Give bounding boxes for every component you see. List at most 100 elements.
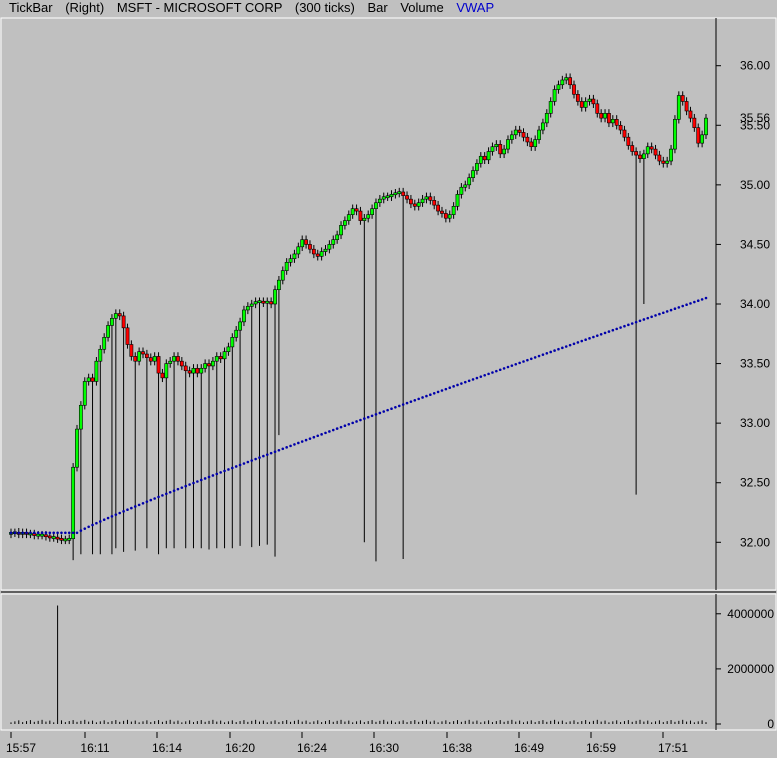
candle-body: [405, 195, 409, 200]
vwap-point: [491, 371, 494, 374]
vwap-point: [370, 414, 374, 418]
candle-body: [568, 77, 573, 86]
vwap-point: [17, 531, 21, 535]
candle-body: [210, 360, 215, 367]
vwap-point: [211, 474, 215, 477]
time-tick-label: 16:14: [152, 741, 182, 755]
candle-body: [98, 348, 103, 362]
candle-body: [257, 300, 262, 303]
candle-body: [214, 356, 219, 362]
candle-body: [665, 160, 670, 164]
candle-body: [265, 300, 270, 304]
vwap-point: [502, 367, 506, 370]
vwap-point: [452, 385, 455, 388]
vwap-point: [413, 398, 417, 402]
vwap-point: [56, 531, 59, 535]
candle-body: [436, 204, 440, 212]
vwap-point: [281, 447, 285, 451]
candle-body: [614, 119, 619, 126]
candle-body: [704, 117, 708, 136]
candle-body: [288, 258, 293, 263]
vwap-point: [176, 487, 180, 491]
vwap-point: [495, 369, 498, 373]
candle-body: [160, 372, 165, 379]
vwap-point: [456, 383, 459, 387]
candle-body: [168, 360, 173, 364]
candle-body: [117, 313, 122, 317]
vwap-point: [661, 311, 665, 315]
vwap-point: [48, 531, 52, 535]
vwap-point: [394, 406, 397, 409]
vwap-point: [289, 444, 292, 448]
vwap-point: [588, 337, 591, 340]
vwap-point: [549, 350, 552, 354]
candle-body: [199, 368, 204, 374]
candle-body: [59, 538, 64, 541]
vwap-point: [561, 346, 564, 350]
vwap-point: [444, 387, 448, 391]
vwap-point: [106, 516, 110, 520]
candle-body: [354, 208, 359, 212]
vwap-point: [681, 304, 685, 308]
vwap-point: [130, 506, 133, 510]
candle-body: [443, 213, 448, 219]
vwap-point: [234, 465, 238, 468]
price-tick-label: 32.00: [740, 535, 770, 549]
vwap-point: [409, 400, 413, 403]
candle-body: [517, 129, 522, 133]
candle-body: [486, 151, 491, 161]
candle-body: [273, 289, 277, 305]
volume-tick-label: 4000000: [727, 607, 774, 621]
candle-body: [680, 95, 685, 102]
candle-body: [308, 244, 312, 250]
candle-body: [374, 202, 378, 209]
candle-body: [397, 191, 402, 194]
candle-body: [63, 538, 68, 542]
chart-type-label: TickBar: [9, 0, 53, 15]
candle-body: [67, 538, 72, 541]
candle-body: [467, 177, 472, 186]
candle-body: [86, 377, 91, 382]
vwap-point: [627, 323, 630, 327]
price-tick-label: 34.00: [740, 297, 770, 311]
vwap-point: [467, 379, 471, 383]
candle-body: [700, 134, 705, 144]
candle-body: [284, 261, 289, 271]
vwap-point: [277, 448, 281, 452]
candle-body: [261, 300, 266, 304]
vwap-point: [595, 334, 599, 337]
candle-body: [137, 351, 142, 362]
candle-body: [327, 244, 332, 250]
vwap-point: [110, 515, 114, 518]
vwap-point: [363, 417, 366, 420]
vwap-point: [328, 430, 331, 433]
vwap-point: [316, 434, 320, 438]
vwap-point: [557, 347, 560, 351]
vwap-point: [526, 358, 529, 362]
vwap-point: [378, 411, 382, 415]
candle-body: [428, 196, 433, 201]
candle-body: [300, 239, 305, 248]
time-tick-label: 15:57: [6, 741, 36, 755]
candle-body: [55, 536, 60, 540]
vwap-point: [60, 531, 63, 535]
vwap-point: [580, 339, 584, 343]
candle-body: [40, 533, 44, 537]
vwap-point: [32, 531, 36, 535]
last-price-label: 35.56: [740, 111, 770, 125]
candle-body: [552, 89, 557, 102]
vwap-point: [227, 468, 230, 471]
vwap-point: [219, 471, 222, 474]
vwap-point: [126, 508, 129, 512]
vwap-point: [75, 531, 79, 535]
vwap-point: [436, 390, 440, 394]
candle-body: [634, 151, 639, 156]
vwap-point: [71, 531, 75, 535]
vwap-point: [425, 394, 428, 398]
candle-body: [129, 344, 134, 357]
vwap-point: [584, 338, 587, 342]
candle-body: [657, 154, 662, 162]
vwap-point: [351, 421, 354, 425]
candle-body: [533, 139, 538, 148]
